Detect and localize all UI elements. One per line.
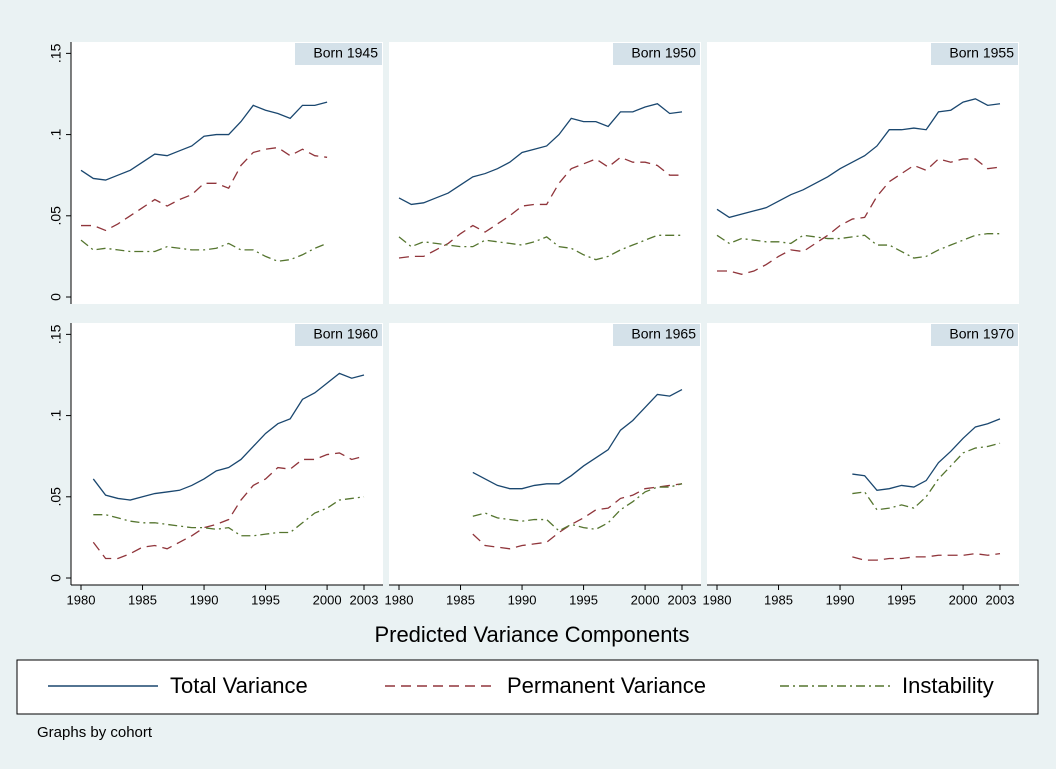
series-line bbox=[80, 101, 328, 181]
plot-area bbox=[707, 323, 1019, 585]
panel-title: Born 1965 bbox=[631, 326, 696, 342]
x-tick-label: 1995 bbox=[569, 592, 598, 607]
plot-area bbox=[389, 323, 701, 585]
plot-area bbox=[707, 42, 1019, 304]
series-line bbox=[717, 158, 1001, 275]
series-line bbox=[716, 233, 1000, 259]
x-tick-label: 2000 bbox=[631, 592, 660, 607]
series-line bbox=[472, 483, 683, 550]
x-tick-label: 1990 bbox=[826, 592, 855, 607]
legend-label: Total Variance bbox=[170, 673, 308, 698]
x-tick-label: 1985 bbox=[128, 592, 157, 607]
x-tick-label: 1985 bbox=[764, 592, 793, 607]
y-tick-label: .1 bbox=[48, 129, 64, 141]
y-tick-label: .1 bbox=[48, 410, 64, 422]
series-line bbox=[716, 98, 1001, 219]
panel-title: Born 1945 bbox=[313, 45, 378, 61]
series-line bbox=[92, 372, 365, 501]
legend bbox=[16, 659, 1039, 715]
series-line bbox=[472, 389, 683, 490]
x-tick-label: 1995 bbox=[887, 592, 916, 607]
series-line bbox=[472, 483, 683, 532]
x-tick-label: 1980 bbox=[67, 592, 96, 607]
panel-title-box bbox=[931, 43, 1018, 65]
x-tick-label: 2003 bbox=[350, 592, 379, 607]
series-line bbox=[81, 146, 328, 232]
plot-area bbox=[389, 42, 701, 304]
plot-area bbox=[71, 42, 383, 304]
series-line bbox=[93, 496, 365, 537]
panel-title: Born 1950 bbox=[631, 45, 696, 61]
panel-title: Born 1970 bbox=[949, 326, 1014, 342]
x-axis-title: Predicted Variance Components bbox=[374, 622, 689, 647]
panel-title: Born 1960 bbox=[313, 326, 378, 342]
panel-title-box bbox=[295, 324, 382, 346]
legend-label: Permanent Variance bbox=[507, 673, 706, 698]
x-tick-label: 1980 bbox=[385, 592, 414, 607]
y-tick-label: .15 bbox=[48, 324, 64, 344]
y-tick-label: 0 bbox=[48, 293, 64, 301]
legend-label: Instability bbox=[902, 673, 994, 698]
x-tick-label: 1990 bbox=[190, 592, 219, 607]
y-tick-label: .05 bbox=[48, 487, 64, 507]
panel-title-box bbox=[295, 43, 382, 65]
x-tick-label: 2000 bbox=[313, 592, 342, 607]
panel-title-box bbox=[613, 324, 700, 346]
panel-title-box bbox=[931, 324, 1018, 346]
series-line bbox=[92, 452, 365, 560]
x-tick-label: 1985 bbox=[446, 592, 475, 607]
x-tick-label: 2000 bbox=[949, 592, 978, 607]
series-line bbox=[80, 239, 328, 262]
x-tick-label: 1995 bbox=[251, 592, 280, 607]
x-tick-label: 2003 bbox=[668, 592, 697, 607]
x-tick-label: 1980 bbox=[703, 592, 732, 607]
y-tick-label: .15 bbox=[48, 43, 64, 63]
panel-title: Born 1955 bbox=[949, 45, 1014, 61]
series-line bbox=[398, 234, 682, 261]
y-tick-label: .05 bbox=[48, 206, 64, 226]
series-line bbox=[852, 552, 1001, 561]
series-line bbox=[852, 418, 1001, 491]
series-line bbox=[852, 442, 1001, 511]
panel-title-box bbox=[613, 43, 700, 65]
x-tick-label: 2003 bbox=[986, 592, 1015, 607]
plot-area bbox=[71, 323, 383, 585]
note: Graphs by cohort bbox=[37, 724, 153, 741]
series-line bbox=[398, 103, 683, 206]
x-tick-label: 1990 bbox=[508, 592, 537, 607]
y-tick-label: 0 bbox=[48, 574, 64, 582]
